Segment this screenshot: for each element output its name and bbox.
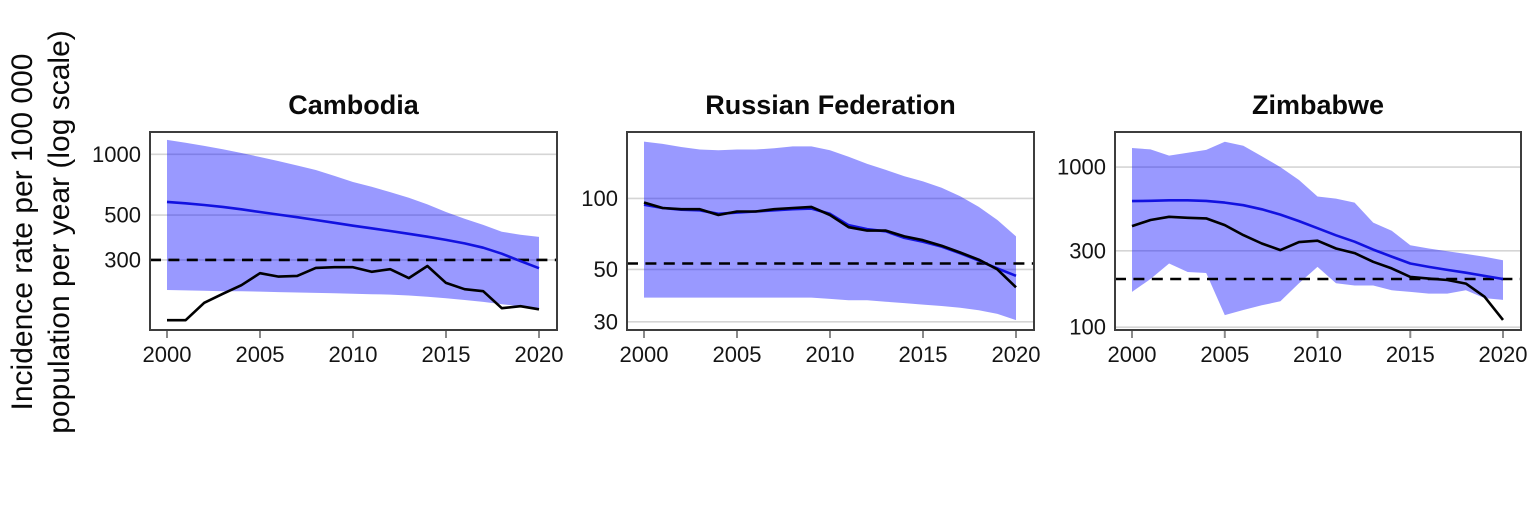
notifications-line — [1131, 215, 1505, 321]
notifications-line — [643, 201, 1017, 289]
x-tick-label: 2005 — [236, 342, 285, 367]
y-tick-label: 100 — [1069, 315, 1106, 340]
x-tick-label: 2020 — [1479, 342, 1528, 367]
x-tick-label: 2020 — [992, 342, 1041, 367]
x-tick-label: 2005 — [1200, 342, 1249, 367]
panel-border — [1114, 131, 1522, 331]
estimate-line — [166, 200, 540, 270]
y-tick-label: 30 — [594, 309, 618, 334]
x-tick-label: 2010 — [1293, 342, 1342, 367]
y-tick-label: 1000 — [1057, 155, 1106, 180]
x-tick-label: 2000 — [143, 342, 192, 367]
y-tick-label: 300 — [1069, 238, 1106, 263]
panel-border — [626, 131, 1035, 331]
notifications-line — [167, 264, 540, 322]
panel-title-zimbabwe: Zimbabwe — [1251, 90, 1385, 120]
panel-cambodia: 2000 2005 2010 2015 2020 1000 500 300 — [92, 131, 564, 367]
uncertainty-band — [167, 139, 539, 309]
panel-russian-federation: 2000 2005 2010 2015 2020 100 50 30 — [581, 131, 1041, 367]
y-tick-label: 300 — [104, 247, 141, 272]
x-tick-label: 2015 — [422, 342, 471, 367]
x-tick-label: 2020 — [515, 342, 564, 367]
y-tick-label: 100 — [581, 186, 618, 211]
panel-border — [149, 131, 558, 331]
uncertainty-band — [644, 141, 1016, 321]
x-tick-label: 2015 — [1386, 342, 1435, 367]
panel-zimbabwe: 2000 2005 2010 2015 2020 1000 300 100 — [1057, 131, 1528, 367]
y-tick-label: 500 — [104, 203, 141, 228]
x-tick-label: 2010 — [806, 342, 855, 367]
x-tick-label: 2005 — [713, 342, 762, 367]
x-tick-label: 2000 — [1108, 342, 1157, 367]
y-tick-label: 1000 — [92, 142, 141, 167]
estimate-line — [1131, 199, 1504, 281]
panel-title-cambodia: Cambodia — [288, 90, 419, 120]
x-tick-label: 2010 — [329, 342, 378, 367]
panel-title-russian-federation: Russian Federation — [705, 90, 956, 120]
y-tick-label: 50 — [594, 257, 618, 282]
x-tick-label: 2015 — [899, 342, 948, 367]
x-tick-label: 2000 — [620, 342, 669, 367]
